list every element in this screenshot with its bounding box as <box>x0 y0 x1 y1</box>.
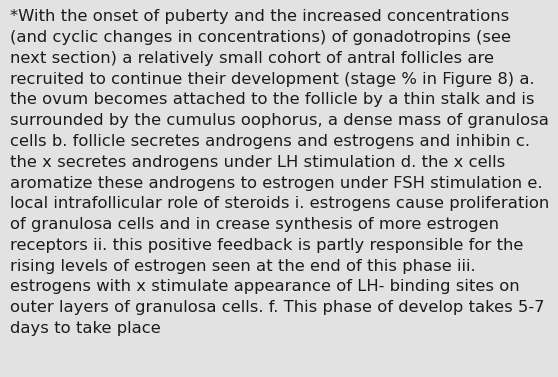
Text: *With the onset of puberty and the increased concentrations
(and cyclic changes : *With the onset of puberty and the incre… <box>10 9 549 336</box>
